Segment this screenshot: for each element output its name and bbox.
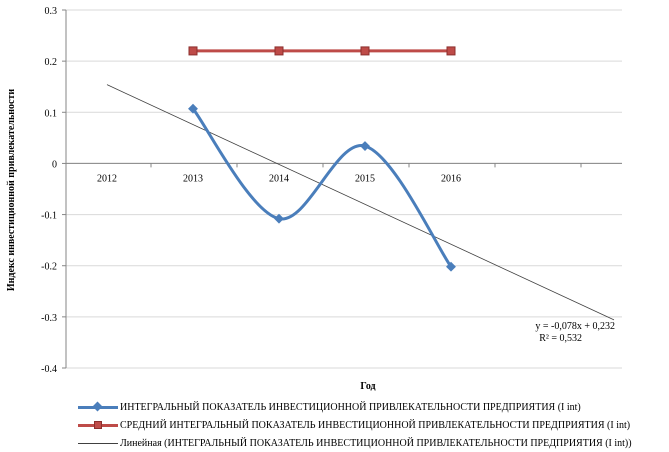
gridlines: [66, 9, 622, 369]
y-tick-label: 0.1: [45, 108, 58, 119]
data-point[interactable]: [274, 46, 284, 56]
y-tick-label: -0.4: [41, 364, 57, 375]
legend-swatch-line-icon: [78, 438, 118, 448]
y-tick-label: 0.3: [45, 6, 58, 17]
series-group: [188, 46, 456, 272]
data-point[interactable]: [274, 213, 284, 224]
legend-item-trendline[interactable]: Линейная (ИНТЕГРАЛЬНЫЙ ПОКАЗАТЕЛЬ ИНВЕСТ…: [78, 434, 658, 452]
trendline-r-squared: R² = 0,532: [539, 333, 582, 344]
legend-item-average[interactable]: СРЕДНИЙ ИНТЕГРАЛЬНЫЙ ПОКАЗАТЕЛЬ ИНВЕСТИЦ…: [78, 416, 658, 434]
trendline-equation: y = -0,078x + 0,232: [535, 321, 615, 332]
x-tick-label: 2016: [441, 173, 461, 184]
x-tick-label: 2013: [183, 173, 203, 184]
x-tick-label: 2014: [269, 173, 289, 184]
legend-label-trendline: Линейная (ИНТЕГРАЛЬНЫЙ ПОКАЗАТЕЛЬ ИНВЕСТ…: [120, 437, 632, 449]
x-tick-label: 2012: [97, 173, 117, 184]
legend-label-integral: ИНТЕГРАЛЬНЫЙ ПОКАЗАТЕЛЬ ИНВЕСТИЦИОННОЙ П…: [120, 401, 581, 413]
data-point[interactable]: [446, 46, 456, 56]
x-tick-label: 2015: [355, 173, 375, 184]
data-point[interactable]: [446, 261, 456, 272]
y-tick-label: -0.1: [41, 211, 57, 222]
data-point[interactable]: [360, 141, 370, 151]
legend-swatch-square-icon: [78, 420, 118, 430]
y-tick-label: -0.3: [41, 313, 57, 324]
chart: 0.30.20.10-0.1-0.2-0.3-0.4 2012 2013 2014 2…: [6, 6, 622, 392]
x-axis-title: Год: [360, 381, 375, 392]
y-tick-label: 0.2: [45, 57, 58, 68]
trendline: [106, 84, 615, 321]
data-point[interactable]: [360, 46, 370, 56]
x-tick-labels: 2012 2013 2014 2015 2016: [65, 163, 582, 184]
legend: ИНТЕГРАЛЬНЫЙ ПОКАЗАТЕЛЬ ИНВЕСТИЦИОННОЙ П…: [78, 398, 658, 452]
legend-item-integral[interactable]: ИНТЕГРАЛЬНЫЙ ПОКАЗАТЕЛЬ ИНВЕСТИЦИОННОЙ П…: [78, 398, 658, 416]
legend-label-average: СРЕДНИЙ ИНТЕГРАЛЬНЫЙ ПОКАЗАТЕЛЬ ИНВЕСТИЦ…: [120, 419, 631, 431]
y-tick-label: -0.2: [41, 262, 57, 273]
y-tick-label: 0: [52, 159, 57, 170]
legend-swatch-diamond-icon: [78, 401, 118, 412]
data-point[interactable]: [188, 46, 198, 56]
y-axis-title: Индекс инвестиционной привлекательности: [6, 89, 17, 292]
trendline-group: [106, 84, 615, 321]
series-line-0: [191, 107, 453, 268]
data-point[interactable]: [188, 103, 198, 114]
y-tick-labels: 0.3 0.2 0.1 0 -0.1 -0.2 -0.3 -0.4: [41, 6, 66, 375]
